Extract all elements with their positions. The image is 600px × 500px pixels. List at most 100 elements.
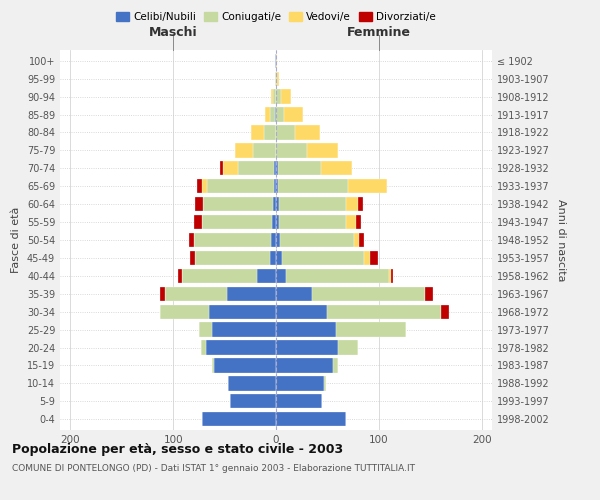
Bar: [195, 197, 203, 212]
Bar: [332, 358, 338, 372]
Bar: [274, 179, 276, 194]
Bar: [197, 179, 202, 194]
Bar: [257, 268, 276, 283]
Bar: [276, 412, 346, 426]
Bar: [278, 179, 348, 194]
Bar: [212, 322, 276, 337]
Bar: [227, 376, 276, 390]
Bar: [276, 215, 279, 229]
Bar: [271, 90, 273, 104]
Text: COMUNE DI PONTELONGO (PD) - Dati ISTAT 1° gennaio 2003 - Elaborazione TUTTITALIA: COMUNE DI PONTELONGO (PD) - Dati ISTAT 1…: [12, 464, 415, 473]
Bar: [275, 72, 276, 86]
Bar: [328, 304, 440, 319]
Bar: [223, 161, 238, 176]
Bar: [275, 108, 276, 122]
Bar: [270, 108, 275, 122]
Bar: [278, 161, 321, 176]
Bar: [440, 304, 449, 319]
Bar: [389, 268, 391, 283]
Bar: [206, 340, 276, 354]
Bar: [230, 394, 276, 408]
Bar: [251, 126, 263, 140]
Bar: [194, 215, 202, 229]
Bar: [276, 161, 278, 176]
Y-axis label: Fasce di età: Fasce di età: [11, 207, 21, 273]
Bar: [214, 358, 276, 372]
Bar: [276, 286, 312, 301]
Bar: [160, 304, 209, 319]
Bar: [275, 54, 276, 68]
Bar: [277, 72, 279, 86]
Bar: [276, 197, 279, 212]
Bar: [202, 179, 207, 194]
Bar: [201, 340, 206, 354]
Bar: [195, 251, 270, 265]
Bar: [281, 90, 292, 104]
Text: Popolazione per età, sesso e stato civile - 2003: Popolazione per età, sesso e stato civil…: [12, 442, 343, 456]
Bar: [338, 340, 358, 354]
Bar: [274, 161, 276, 176]
Bar: [265, 108, 270, 122]
Text: Maschi: Maschi: [149, 26, 197, 39]
Bar: [207, 179, 274, 194]
Bar: [276, 340, 338, 354]
Text: Femmine: Femmine: [347, 26, 411, 39]
Bar: [199, 322, 212, 337]
Bar: [271, 233, 276, 247]
Bar: [263, 126, 276, 140]
Bar: [391, 268, 393, 283]
Bar: [227, 286, 276, 301]
Bar: [279, 197, 346, 212]
Bar: [194, 233, 271, 247]
Bar: [276, 143, 307, 158]
Bar: [364, 251, 370, 265]
Bar: [203, 197, 273, 212]
Bar: [280, 233, 354, 247]
Bar: [276, 394, 322, 408]
Bar: [238, 161, 274, 176]
Bar: [276, 54, 277, 68]
Bar: [165, 286, 227, 301]
Bar: [335, 322, 406, 337]
Bar: [354, 233, 359, 247]
Bar: [276, 358, 332, 372]
Bar: [276, 376, 325, 390]
Bar: [358, 197, 364, 212]
Bar: [321, 161, 352, 176]
Bar: [178, 268, 182, 283]
Bar: [188, 233, 194, 247]
Bar: [182, 268, 257, 283]
Bar: [346, 215, 356, 229]
Bar: [325, 376, 326, 390]
Bar: [190, 251, 195, 265]
Y-axis label: Anni di nascita: Anni di nascita: [556, 198, 566, 281]
Legend: Celibi/Nubili, Coniugati/e, Vedovi/e, Divorziati/e: Celibi/Nubili, Coniugati/e, Vedovi/e, Di…: [112, 8, 440, 26]
Bar: [160, 286, 165, 301]
Bar: [202, 412, 276, 426]
Bar: [276, 304, 328, 319]
Bar: [276, 322, 335, 337]
Bar: [295, 126, 320, 140]
Bar: [209, 304, 276, 319]
Bar: [346, 197, 358, 212]
Bar: [279, 215, 346, 229]
Bar: [284, 108, 303, 122]
Bar: [273, 90, 276, 104]
Bar: [370, 251, 378, 265]
Bar: [276, 251, 282, 265]
Bar: [273, 197, 276, 212]
Bar: [286, 268, 389, 283]
Bar: [276, 179, 278, 194]
Bar: [220, 161, 223, 176]
Bar: [235, 143, 253, 158]
Bar: [425, 286, 433, 301]
Bar: [307, 143, 338, 158]
Bar: [282, 251, 364, 265]
Bar: [253, 143, 276, 158]
Bar: [202, 215, 272, 229]
Bar: [276, 90, 281, 104]
Bar: [276, 233, 280, 247]
Bar: [276, 108, 284, 122]
Bar: [348, 179, 387, 194]
Bar: [276, 126, 295, 140]
